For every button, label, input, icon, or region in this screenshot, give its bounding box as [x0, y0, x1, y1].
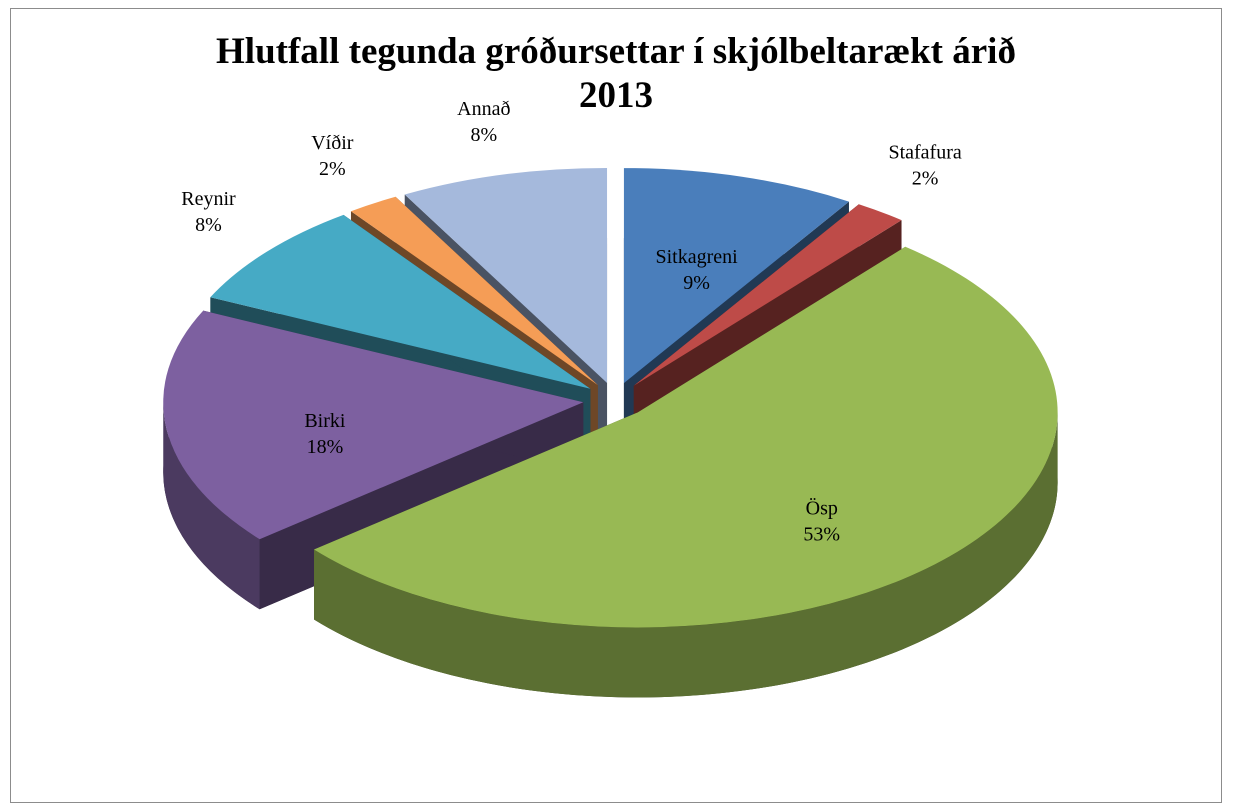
- slice-top: [623, 168, 849, 384]
- data-label-name: Annað: [457, 98, 510, 120]
- data-label-value: 53%: [803, 524, 840, 546]
- slice-top: [404, 167, 608, 383]
- data-label-value: 2%: [319, 158, 346, 180]
- data-label-name: Reynir: [181, 188, 236, 210]
- slice: [314, 246, 1058, 698]
- data-label-name: Víðir: [311, 132, 354, 154]
- slice-top: [314, 246, 1058, 628]
- chart-title: Hlutfall tegunda gróðursettar í skjólbel…: [216, 31, 1016, 116]
- data-label-name: Birki: [304, 410, 346, 432]
- data-label-value: 2%: [912, 168, 939, 190]
- data-label-value: 8%: [195, 214, 222, 236]
- data-label-name: Stafafura: [888, 142, 961, 164]
- data-label-name: Sitkagreni: [655, 246, 738, 268]
- slice-top: [210, 214, 591, 389]
- slice-outer-wall: [314, 412, 1058, 698]
- slice-top: [163, 310, 584, 540]
- slice-top: [633, 204, 902, 386]
- data-label-value: 8%: [470, 124, 497, 146]
- slice-top: [350, 196, 598, 386]
- data-label-value: 18%: [307, 436, 344, 458]
- chart-frame: [10, 8, 1222, 803]
- slice-outer-wall: [163, 402, 260, 610]
- data-label-name: Ösp: [806, 497, 838, 520]
- data-label-value: 9%: [683, 272, 710, 294]
